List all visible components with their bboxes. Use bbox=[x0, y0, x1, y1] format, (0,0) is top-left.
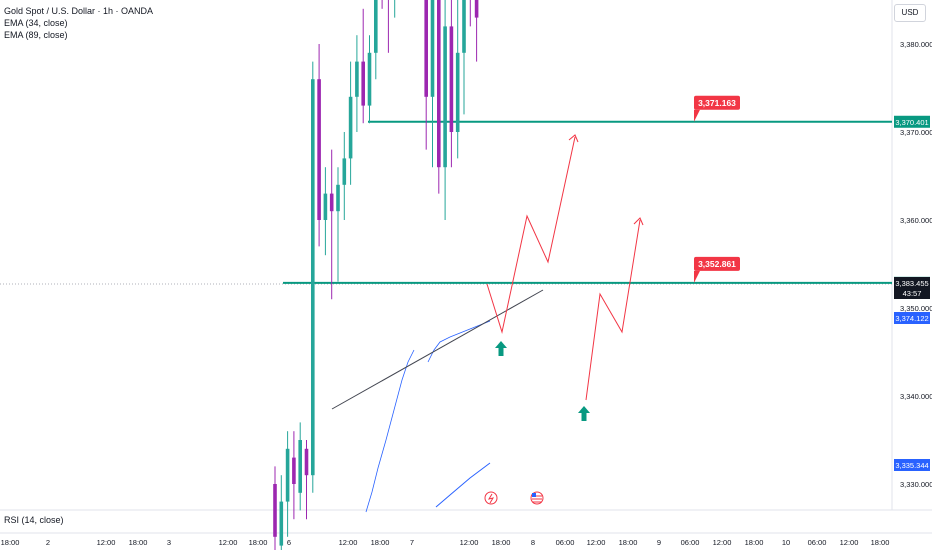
time-tick-label: 18:00 bbox=[745, 538, 764, 547]
time-tick-label: 12:00 bbox=[587, 538, 606, 547]
candle-body bbox=[430, 0, 435, 97]
time-axis[interactable]: 18:00 2 12:00 18:00 3 12:00 18:00 6 12:00 18:00 7 1… bbox=[1, 538, 890, 547]
candle-body bbox=[367, 52, 372, 106]
candle-body bbox=[348, 96, 353, 159]
projection-path-2 bbox=[585, 219, 641, 401]
time-tick-label: 6 bbox=[287, 538, 291, 547]
ema-34-line bbox=[427, 320, 491, 363]
projection-path-1 bbox=[486, 136, 576, 334]
candle-body bbox=[437, 0, 441, 168]
time-tick-label: 18:00 bbox=[492, 538, 511, 547]
price-tick-label: 3,350.000 bbox=[900, 304, 932, 313]
level-price-tag-label: 3,370.401 bbox=[895, 118, 928, 127]
candle-body bbox=[424, 0, 428, 97]
level-callout-pointer bbox=[694, 270, 700, 283]
level-callout-box bbox=[694, 256, 740, 271]
candle-body bbox=[298, 440, 302, 493]
price-tags: 3,423.0193,400.9043,370.4013,352.6713,37… bbox=[894, 115, 930, 471]
candle-body bbox=[462, 0, 466, 53]
price-tick-label: 3,340.000 bbox=[900, 392, 932, 401]
time-tick-label: 8 bbox=[531, 538, 535, 547]
candle-body bbox=[455, 52, 460, 132]
projection-arrowhead-2 bbox=[633, 217, 644, 226]
time-tick-label: 12:00 bbox=[339, 538, 358, 547]
candle-body bbox=[374, 0, 378, 53]
candle-body bbox=[311, 79, 315, 476]
time-tick-label: 12:00 bbox=[460, 538, 479, 547]
last-price-label: 3,383.455 bbox=[895, 279, 928, 288]
time-tick-label: 18:00 bbox=[249, 538, 268, 547]
time-tick-label: 12:00 bbox=[97, 538, 116, 547]
ema-price-tag-label: 3,374.122 bbox=[895, 314, 928, 323]
time-tick-label: 18:00 bbox=[1, 538, 20, 547]
level-callout-label: 3,371.163 bbox=[698, 98, 736, 108]
time-tick-label: 9 bbox=[657, 538, 661, 547]
level-callout-box bbox=[694, 95, 740, 110]
candle-body bbox=[285, 448, 290, 502]
time-tick-label: 18:00 bbox=[871, 538, 890, 547]
time-tick-label: 06:00 bbox=[681, 538, 700, 547]
countdown-label: 43:57 bbox=[903, 289, 922, 298]
candle-body bbox=[474, 0, 479, 18]
last-price-tag bbox=[894, 277, 930, 299]
ema-89-legend[interactable]: EMA (89, close) bbox=[4, 30, 68, 40]
candle-body bbox=[323, 193, 328, 220]
candle-body bbox=[355, 61, 359, 97]
us-flag-canton bbox=[532, 493, 536, 497]
time-tick-label: 12:00 bbox=[219, 538, 238, 547]
candle-body bbox=[449, 26, 454, 132]
candle-body bbox=[443, 26, 447, 168]
symbol-title[interactable]: Gold Spot / U.S. Dollar · 1h · OANDA bbox=[4, 6, 154, 16]
long-markers[interactable] bbox=[495, 341, 590, 421]
ema-34-legend[interactable]: EMA (34, close) bbox=[4, 18, 68, 28]
candle-body bbox=[317, 79, 321, 220]
time-tick-label: 18:00 bbox=[371, 538, 390, 547]
price-tick-label: 3,330.000 bbox=[900, 480, 932, 489]
time-tick-label: 12:00 bbox=[713, 538, 732, 547]
chart-legend[interactable]: Gold Spot / U.S. Dollar · 1h · OANDA EMA… bbox=[4, 5, 153, 41]
price-tick-label: 3,380.000 bbox=[900, 40, 932, 49]
level-callout-pointer bbox=[694, 109, 700, 122]
time-tick-label: 3 bbox=[167, 538, 171, 547]
ema-89-line bbox=[365, 349, 415, 513]
candles bbox=[273, 0, 479, 550]
level-price-tag bbox=[894, 115, 930, 128]
candle-body bbox=[292, 457, 296, 484]
candle-body bbox=[304, 448, 309, 476]
rsi-legend[interactable]: RSI (14, close) bbox=[4, 515, 64, 525]
ema-price-tag bbox=[894, 312, 930, 324]
time-tick-label: 18:00 bbox=[129, 538, 148, 547]
projection-paths[interactable] bbox=[486, 134, 644, 401]
price-axis[interactable]: 3,330.000 3,340.000 3,350.000 3,360.000 3,37… bbox=[900, 0, 932, 489]
arrow-up-icon bbox=[495, 341, 507, 356]
arrow-up-icon bbox=[578, 406, 590, 421]
time-tick-label: 12:00 bbox=[840, 538, 859, 547]
candle-body bbox=[279, 501, 284, 546]
ema-price-tag bbox=[894, 459, 930, 471]
candle-body bbox=[361, 61, 365, 106]
currency-button[interactable]: USD bbox=[894, 4, 926, 22]
ema-price-tag-label: 3,335.344 bbox=[895, 461, 928, 470]
time-tick-label: 06:00 bbox=[556, 538, 575, 547]
level-callout-label: 3,352.861 bbox=[698, 259, 736, 269]
candle-body bbox=[342, 158, 347, 185]
time-tick-label: 18:00 bbox=[619, 538, 638, 547]
candle-body bbox=[336, 184, 340, 212]
time-tick-label: 06:00 bbox=[808, 538, 827, 547]
price-tick-label: 3,360.000 bbox=[900, 216, 932, 225]
time-tick-label: 2 bbox=[46, 538, 50, 547]
candle-body bbox=[329, 193, 334, 212]
candle-body bbox=[273, 484, 277, 537]
event-icons[interactable] bbox=[484, 491, 544, 505]
time-tick-label: 10 bbox=[782, 538, 790, 547]
lightning-icon-glyph bbox=[487, 493, 495, 504]
price-tick-label: 3,370.000 bbox=[900, 128, 932, 137]
time-tick-label: 7 bbox=[410, 538, 414, 547]
trend-line[interactable] bbox=[331, 289, 544, 410]
ema-89-line-future bbox=[435, 462, 491, 508]
projection-arrowhead-1 bbox=[568, 134, 579, 143]
